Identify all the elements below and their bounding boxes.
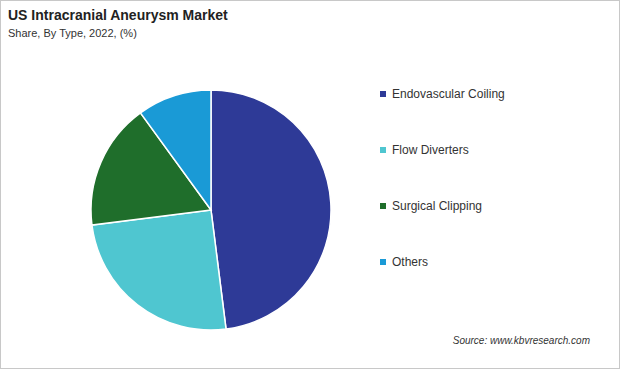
legend-swatch [380,91,386,97]
slice [140,90,211,210]
title: US Intracranial Aneurysm Market [8,7,228,23]
slice [211,90,331,329]
legend-label: Flow Diverters [392,143,469,157]
pie [91,90,331,330]
frame [1,1,620,369]
slice [92,210,226,330]
legend-swatch [380,147,386,153]
chart: US Intracranial Aneurysm Market Share, By… [0,0,620,369]
legend-label: Endovascular Coiling [392,87,505,101]
legend-swatch [380,259,386,265]
legend-label: Others [392,255,428,269]
legend-label: Surgical Clipping [392,199,482,213]
legend-swatch [380,203,386,209]
source: Source: www.kbvresearch.com [453,335,590,346]
subtitle: Share, By Type, 2022, (%) [8,27,137,39]
